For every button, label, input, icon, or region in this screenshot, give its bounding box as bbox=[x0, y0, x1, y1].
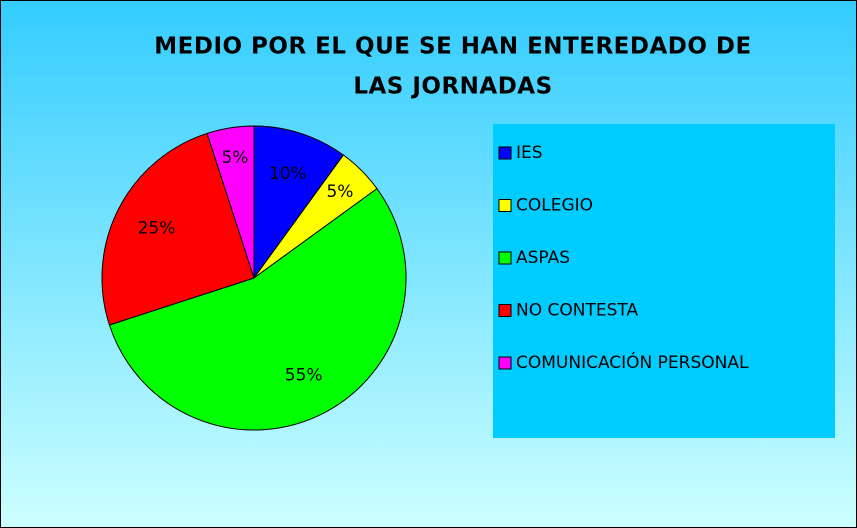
pie-slice bbox=[253, 125, 345, 280]
chart-title: MEDIO POR EL QUE SE HAN ENTEREDADO DE bbox=[154, 34, 751, 60]
data-label: 55% bbox=[285, 366, 323, 386]
legend-label: NO CONTESTA bbox=[516, 301, 638, 321]
legend-label: COLEGIO bbox=[516, 196, 593, 216]
legend-box bbox=[493, 124, 835, 438]
pie-slice bbox=[108, 187, 407, 431]
data-label: 5% bbox=[326, 182, 353, 202]
legend-swatch bbox=[498, 199, 512, 212]
legend-swatch bbox=[498, 146, 512, 160]
legend-swatch bbox=[498, 304, 512, 317]
pie-slice bbox=[101, 132, 255, 326]
data-label: 10% bbox=[269, 164, 307, 184]
legend-swatch bbox=[498, 356, 512, 370]
data-label: 25% bbox=[138, 218, 176, 238]
data-label: 5% bbox=[221, 148, 248, 168]
legend-label: IES bbox=[516, 143, 543, 163]
legend-label: COMUNICACIÓN PERSONAL bbox=[516, 351, 749, 373]
pie-slice bbox=[206, 125, 255, 279]
legend-label: ASPAS bbox=[516, 248, 570, 268]
chart-title: LAS JORNADAS bbox=[353, 74, 552, 100]
legend-swatch bbox=[498, 251, 512, 265]
